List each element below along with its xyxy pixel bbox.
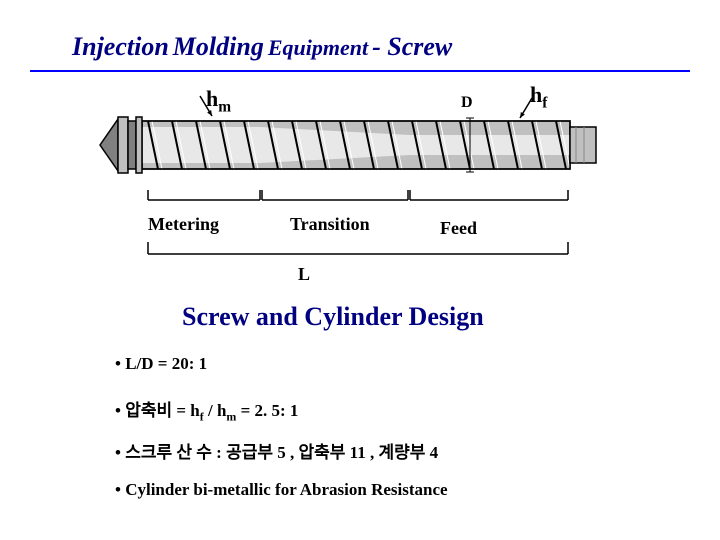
bullet-bimetallic: • Cylinder bi-metallic for Abrasion Resi… [115, 480, 448, 500]
label-hm-text: h [206, 86, 218, 111]
label-D-text: D [461, 94, 473, 111]
label-metering: Metering [148, 214, 219, 235]
screw-diagram [0, 0, 720, 300]
label-feed: Feed [440, 218, 477, 239]
section-heading: Screw and Cylinder Design [182, 302, 484, 332]
label-hf-text: h [530, 82, 542, 107]
label-transition: Transition [290, 214, 370, 235]
label-hm: hm [206, 86, 231, 116]
label-hm-sub: m [218, 98, 231, 115]
label-hf-sub: f [542, 94, 547, 111]
label-hf: hf [530, 82, 547, 112]
label-D: D [461, 94, 473, 112]
bullet-ld-ratio: • L/D = 20: 1 [115, 354, 207, 374]
label-L: L [298, 264, 310, 285]
bullet-compression: • 압축비 = hf / hm = 2. 5: 1 [115, 396, 298, 424]
bullet-flight-count: • 스크루 산 수 : 공급부 5 , 압축부 11 , 계량부 4 [115, 438, 438, 463]
